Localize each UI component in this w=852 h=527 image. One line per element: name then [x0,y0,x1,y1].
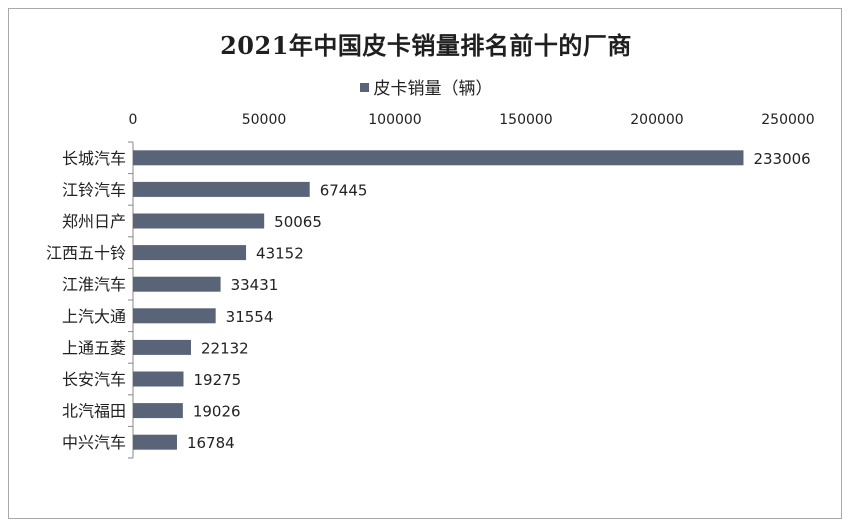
data-label: 43152 [256,245,304,263]
bar [133,339,191,355]
category-label: 江西五十铃 [46,244,126,263]
category-label: 长安汽车 [62,370,126,389]
x-tick-label: 200000 [630,112,683,128]
x-tick-label: 250000 [761,112,814,128]
x-tick-label: 100000 [368,112,421,128]
data-label: 67445 [320,181,368,199]
bar [133,150,744,166]
category-label: 北汽福田 [62,402,126,421]
category-label: 中兴汽车 [62,433,126,452]
category-label: 长城汽车 [62,149,126,168]
data-label: 33431 [231,276,279,294]
legend-swatch [359,82,369,92]
data-label: 22132 [201,339,249,357]
chart-title: 2021年中国皮卡销量排名前十的厂商 [220,31,632,60]
data-label: 19026 [193,403,241,421]
data-label: 50065 [274,213,322,231]
bar [133,371,184,387]
category-label: 江淮汽车 [62,275,126,294]
data-label: 19275 [194,371,242,389]
bar [133,403,183,419]
data-label: 233006 [753,150,810,168]
category-label: 上通五菱 [62,338,126,357]
bar [133,308,216,324]
bar [133,245,247,261]
legend-label: 皮卡销量（辆） [373,79,493,99]
bar [133,434,177,450]
category-label: 上汽大通 [62,307,126,326]
chart-legend: 皮卡销量（辆） [0,74,852,99]
x-tick-label: 50000 [242,112,287,128]
category-label: 郑州日产 [62,212,126,231]
category-label: 江铃汽车 [62,180,126,199]
bar [133,181,310,197]
data-label: 31554 [226,308,274,326]
x-tick-label: 150000 [499,112,552,128]
data-label: 16784 [187,434,235,452]
x-tick-label: 0 [129,112,138,128]
bar [133,276,221,292]
chart-frame [8,8,842,519]
bar [133,213,265,229]
